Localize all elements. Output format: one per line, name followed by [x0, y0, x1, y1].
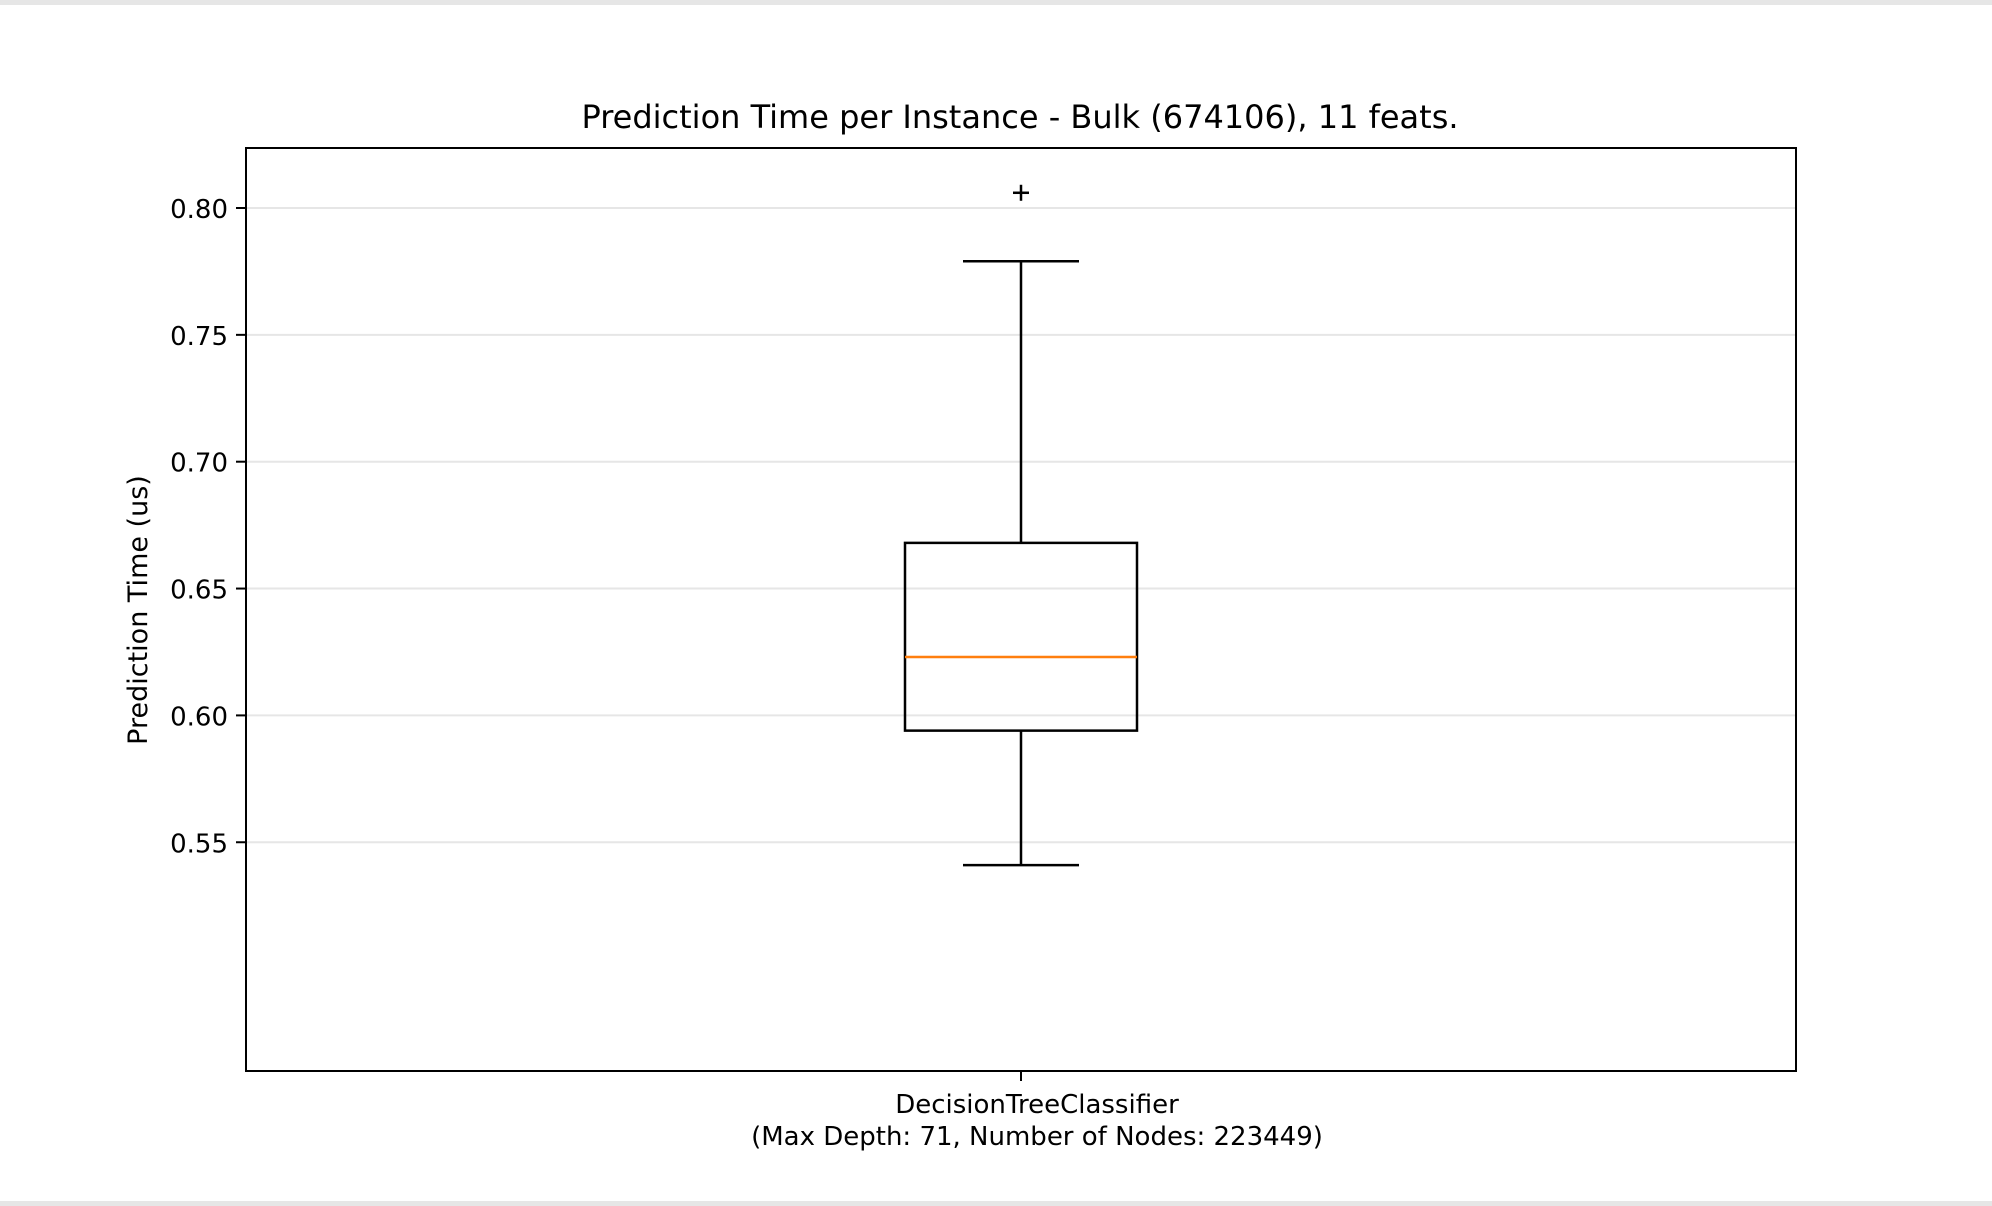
y-tick-label: 0.60 [170, 702, 228, 732]
y-gridlines [246, 207, 1796, 844]
x-tick-label: DecisionTreeClassifier [895, 1090, 1179, 1120]
y-tick-label: 0.55 [170, 829, 228, 859]
outlier-marker [1013, 184, 1029, 201]
y-tick-label: 0.70 [170, 449, 228, 479]
iqr-box [903, 541, 1139, 732]
chart-title: Prediction Time per Instance - Bulk (674… [581, 98, 1458, 136]
top-border-strip [0, 0, 1992, 5]
box-series [903, 184, 1139, 867]
y-tick-label: 0.75 [170, 322, 228, 352]
y-axis: 0.55 0.60 0.65 0.70 0.75 0.80 [170, 195, 246, 859]
x-tick-sublabel: (Max Depth: 71, Number of Nodes: 223449) [751, 1122, 1323, 1152]
y-tick-label: 0.65 [170, 576, 228, 606]
box-item [903, 184, 1139, 867]
bottom-border-strip [0, 1201, 1992, 1206]
y-tick-label: 0.80 [170, 195, 228, 225]
x-axis: DecisionTreeClassifier(Max Depth: 71, Nu… [751, 1071, 1323, 1152]
y-axis-label: Prediction Time (us) [123, 475, 154, 745]
